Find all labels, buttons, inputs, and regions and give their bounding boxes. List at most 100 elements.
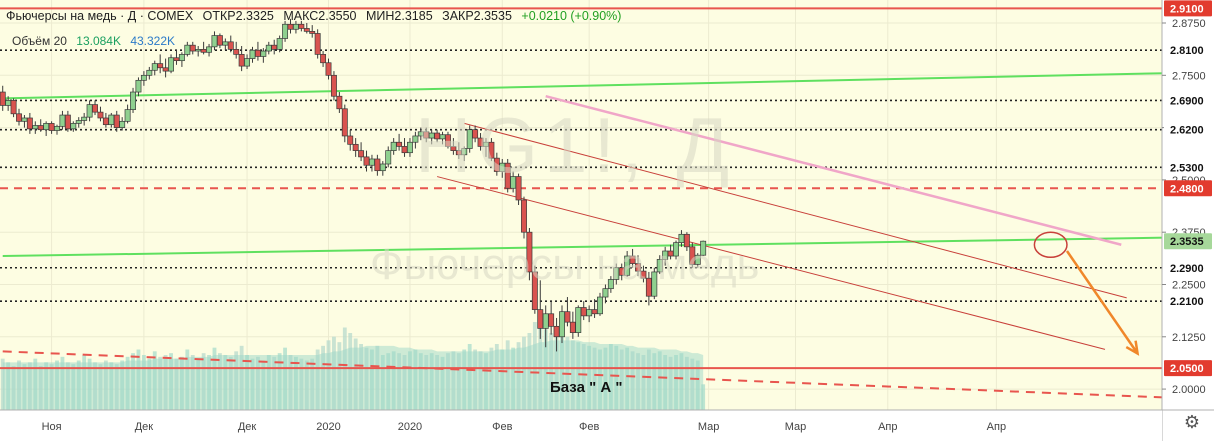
candle [276,35,283,53]
candle [564,297,571,327]
candle [282,20,289,42]
candle [97,106,104,122]
price-label-level-bg [1164,42,1212,59]
candle [635,255,641,277]
candle-body [645,277,652,297]
candle-body [309,31,316,34]
candle-body [0,91,6,106]
symbol-title[interactable]: Фьючерсы на медь · Д · COMEX [6,9,194,23]
price-label-red-bg [1164,0,1212,17]
candle-body [173,57,180,62]
price-label-level: 2.8100 [1170,45,1204,57]
price-label-level-bg [1164,121,1212,138]
candle-body [32,125,39,130]
candle-body [635,263,641,272]
time-tick-label: Дек [135,421,154,433]
candle-body [43,123,50,131]
settings-gear-icon[interactable]: ⚙ [1183,412,1201,433]
candle-body [146,69,153,76]
candle-body [455,150,462,156]
candle-body [282,23,289,39]
candle [260,48,267,63]
candle-body [254,49,261,57]
candle-body [510,176,517,189]
candle-layer[interactable] [0,18,707,352]
time-axis-bg [0,410,1162,441]
candle-body [5,100,12,106]
candle [445,131,451,149]
candle [140,71,147,86]
candle-body [352,143,359,151]
time-tick-label: Дек [238,421,257,433]
candle-body [330,74,337,97]
candle [135,77,142,97]
candle [178,52,185,67]
volume-legend: Объём 20 13.084K 43.322K [12,34,175,48]
candle-body [151,63,158,71]
volume-ma-value: 43.322K [130,34,176,48]
candle-body [548,313,555,327]
price-label-level-bg [1164,159,1212,176]
highlight-circle [1033,231,1068,259]
candle-body [439,134,446,140]
candle-body [97,111,104,119]
candle-body [189,44,196,52]
candle [629,248,636,268]
candle-body [656,259,663,273]
candle-body [130,91,136,110]
candle-body [580,307,587,317]
ohlc-high: МАКС2.3550 [283,9,357,23]
candle-body [445,134,451,147]
levels-layer [0,7,1162,370]
price-tick-label: 2.2500 [1172,279,1206,291]
candle-body [569,321,576,333]
candle [575,305,582,337]
trendline-layer [2,72,1165,399]
candle-body [499,162,506,172]
candle [472,125,479,143]
candle [168,54,174,74]
candle-body [336,95,343,110]
candle-body [564,311,571,323]
time-axis[interactable]: Ноя Дек Дек 2020 2020 Фев Фев Мар Мар Апр Апр [0,409,1214,441]
candle-body [271,44,278,50]
ohlc-open: ОТКР2.3325 [202,9,274,23]
candle [624,251,631,277]
trendline-pink-resistance [545,95,1122,246]
candle-body [417,131,424,137]
candle-body [10,100,17,115]
candle-body [521,199,527,233]
candle-body [407,141,413,154]
candle [70,121,77,132]
candle-body [553,325,560,338]
candle-body [162,67,169,72]
candle [358,142,365,162]
candle [526,228,533,281]
candle [347,129,354,151]
trendline-red-dashed-support [2,350,1165,399]
candle-body [412,135,419,143]
trendline-channel-bottom [436,176,1106,350]
candle-body [602,288,609,298]
price-label-level: 2.6900 [1170,95,1204,107]
candle [130,87,136,113]
candle-body [341,108,348,137]
price-label-level: 2.2100 [1170,296,1204,308]
candle [216,33,223,49]
price-label-last: 2.3535 [1170,236,1204,248]
candle [336,92,343,113]
candle [0,85,6,111]
candle-body [59,114,66,127]
candle-body [488,141,495,159]
time-tick-label: 2020 [316,421,340,433]
candle [92,100,98,116]
candle [309,25,316,38]
candle [504,158,511,193]
volume-study-label[interactable]: Объём 20 [12,34,67,48]
price-axis[interactable]: 2.87502.75002.62502.50002.37502.25002.12… [1161,0,1214,441]
candle [379,161,386,176]
candle [189,41,196,55]
candle-body [108,114,115,126]
trendline-channel-top [464,122,1127,299]
